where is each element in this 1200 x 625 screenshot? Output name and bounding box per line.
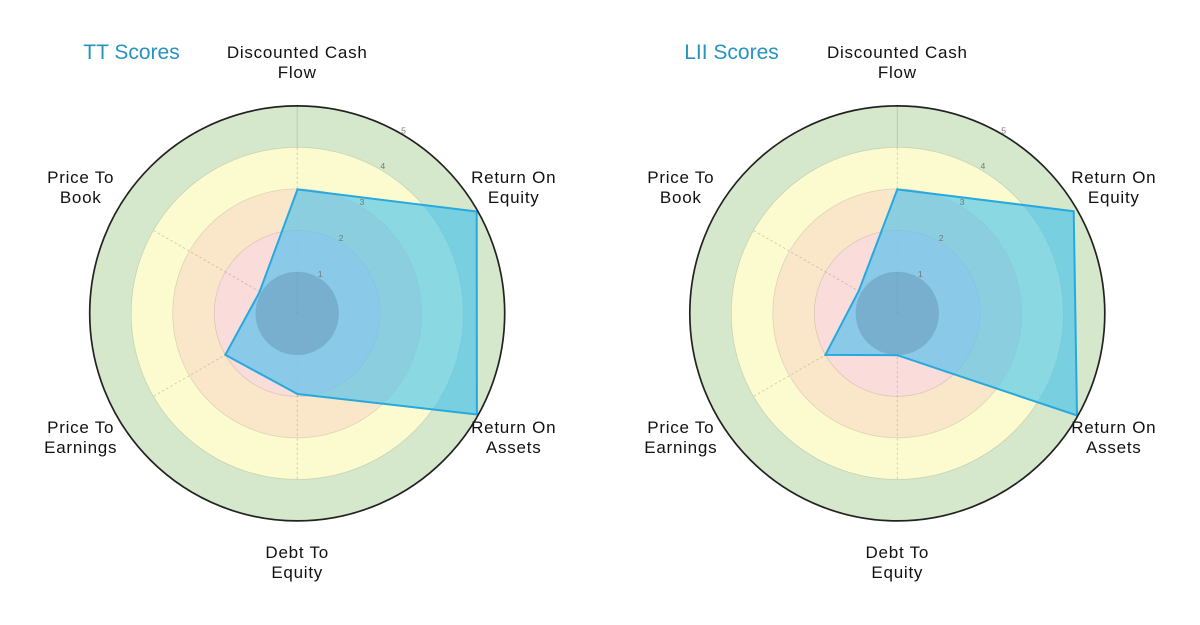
svg-text:Price To: Price To: [47, 418, 114, 437]
svg-text:1: 1: [918, 269, 923, 279]
svg-text:5: 5: [401, 125, 406, 135]
svg-text:Return On: Return On: [1071, 418, 1156, 437]
svg-text:Price To: Price To: [47, 168, 114, 187]
svg-text:3: 3: [960, 197, 965, 207]
svg-text:Price To: Price To: [647, 168, 714, 187]
svg-text:Debt To: Debt To: [265, 543, 329, 562]
svg-text:Price To: Price To: [647, 418, 714, 437]
svg-text:Debt To: Debt To: [866, 543, 930, 562]
svg-text:Return On: Return On: [471, 418, 556, 437]
svg-text:Assets: Assets: [1086, 438, 1142, 457]
svg-text:LII Scores: LII Scores: [684, 41, 779, 64]
svg-text:Assets: Assets: [486, 438, 542, 457]
svg-text:Book: Book: [60, 188, 102, 207]
svg-text:Flow: Flow: [278, 63, 317, 82]
svg-text:4: 4: [980, 161, 985, 171]
svg-text:Earnings: Earnings: [44, 438, 117, 457]
svg-text:3: 3: [359, 197, 364, 207]
svg-text:2: 2: [939, 233, 944, 243]
svg-text:Earnings: Earnings: [644, 438, 717, 457]
svg-text:Equity: Equity: [488, 188, 540, 207]
svg-text:4: 4: [380, 161, 385, 171]
svg-text:Flow: Flow: [878, 63, 917, 82]
svg-text:Equity: Equity: [1088, 188, 1140, 207]
svg-text:Equity: Equity: [271, 563, 323, 582]
svg-text:5: 5: [1001, 125, 1006, 135]
svg-text:TT Scores: TT Scores: [83, 41, 179, 64]
svg-text:2: 2: [339, 233, 344, 243]
svg-text:Book: Book: [660, 188, 702, 207]
svg-text:Equity: Equity: [871, 563, 923, 582]
svg-text:Discounted Cash: Discounted Cash: [227, 43, 368, 62]
svg-text:Return On: Return On: [471, 168, 556, 187]
svg-text:1: 1: [318, 269, 323, 279]
svg-text:Return On: Return On: [1071, 168, 1156, 187]
svg-text:Discounted Cash: Discounted Cash: [827, 43, 968, 62]
